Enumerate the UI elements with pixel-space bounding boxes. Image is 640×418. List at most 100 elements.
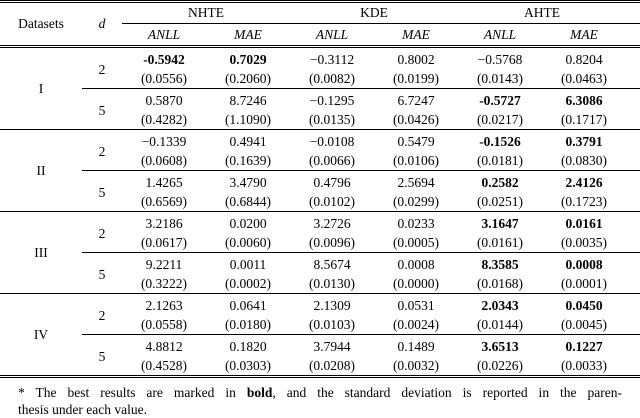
metric-std: (0.0299) xyxy=(392,194,440,209)
footnote-marker: * xyxy=(18,385,25,400)
metric-value: −0.1339 xyxy=(122,129,206,151)
table-row: 5 0.5870 8.7246 −0.1295 6.7247 -0.5727 6… xyxy=(0,88,640,130)
table-row-std: (0.4528) (0.0303) (0.0208) (0.0032) (0.0… xyxy=(0,356,640,377)
col-header-ahte: AHTE xyxy=(458,1,640,24)
footnote-bold-word: bold xyxy=(246,385,273,400)
metric-value: −0.0108 xyxy=(290,129,374,151)
table-footnote: * The best results are marked in bold, a… xyxy=(18,384,622,418)
metric-std: (0.3222) xyxy=(140,276,188,291)
col-header-kde: KDE xyxy=(290,1,458,24)
metric-value: 3.4790 xyxy=(206,170,290,192)
metric-std: (0.0001) xyxy=(560,276,608,291)
metric-std: (0.0251) xyxy=(476,194,524,209)
metric-std: (0.0830) xyxy=(560,153,608,168)
metric-std: (0.0066) xyxy=(308,153,356,168)
metric-value: 0.0531 xyxy=(374,293,458,315)
col-header-anll: ANLL xyxy=(290,23,374,48)
metric-std: (0.0060) xyxy=(224,235,272,250)
metric-std: (0.0103) xyxy=(308,317,356,332)
col-header-datasets: Datasets xyxy=(0,1,82,48)
metric-value: 2.0343 xyxy=(458,293,542,315)
results-table: Datasets d NHTE KDE AHTE ANLL MAE ANLL M… xyxy=(0,0,640,378)
dataset-label: III xyxy=(0,211,82,294)
metric-std: (0.4282) xyxy=(140,112,188,127)
metric-value: 2.1263 xyxy=(122,293,206,315)
metric-std: (0.0463) xyxy=(560,71,608,86)
metric-value: 4.8812 xyxy=(122,334,206,356)
metric-std: (0.0106) xyxy=(392,153,440,168)
table-row: 5 1.4265 3.4790 0.4796 2.5694 0.2582 2.4… xyxy=(0,170,640,212)
table-row-std: (0.0556) (0.2060) (0.0082) (0.0199) (0.0… xyxy=(0,69,640,89)
metric-value: 0.1227 xyxy=(542,334,640,356)
metric-std: (0.0135) xyxy=(308,112,356,127)
table-row: IV 2 2.1263 0.0641 2.1309 0.0531 2.0343 … xyxy=(0,293,640,377)
metric-value: −0.3112 xyxy=(309,52,355,67)
metric-std: (0.0556) xyxy=(140,71,188,86)
metric-std: (0.0426) xyxy=(392,112,440,127)
table-row-std: (0.3222) (0.0002) (0.0130) (0.0000) (0.0… xyxy=(0,274,640,294)
dataset-label: II xyxy=(0,129,82,212)
metric-value: -0.5942 xyxy=(143,52,185,67)
metric-std: (0.0024) xyxy=(392,317,440,332)
header-row-metrics: ANLL MAE ANLL MAE ANLL MAE xyxy=(0,23,640,48)
group-dataset-1: I 2 -0.5942 0.7029 −0.3112 0.8002 −0.576… xyxy=(0,47,640,130)
metric-value: 0.5870 xyxy=(122,88,206,110)
metric-std: (0.1639) xyxy=(224,153,272,168)
metric-std: (0.0033) xyxy=(560,358,608,373)
metric-std: (0.0199) xyxy=(392,71,440,86)
metric-value: -0.1526 xyxy=(458,129,542,151)
metric-value: −0.5768 xyxy=(477,52,523,67)
metric-value: 3.6513 xyxy=(458,334,542,356)
header-row-methods: Datasets d NHTE KDE AHTE xyxy=(0,1,640,48)
metric-value: 0.0450 xyxy=(542,293,640,315)
footnote-line-1: * The best results are marked in bold, a… xyxy=(18,384,622,401)
metric-std: (0.4528) xyxy=(140,358,188,373)
metric-std: (0.0102) xyxy=(308,194,356,209)
metric-value: 1.4265 xyxy=(122,170,206,192)
metric-std: (0.0002) xyxy=(224,276,272,291)
metric-std: (0.0617) xyxy=(140,235,188,250)
metric-std: (0.0208) xyxy=(308,358,356,373)
metric-value: 0.0008 xyxy=(542,252,640,274)
metric-value: 0.2582 xyxy=(458,170,542,192)
metric-value: 9.2211 xyxy=(122,252,206,274)
d-value: 2 xyxy=(82,211,122,253)
metric-value: 0.0008 xyxy=(374,252,458,274)
table-row-std: (0.4282) (1.1090) (0.0135) (0.0426) (0.0… xyxy=(0,110,640,130)
metric-std: (0.0082) xyxy=(308,71,356,86)
metric-std: (0.0000) xyxy=(392,276,440,291)
metric-value: 8.7246 xyxy=(206,88,290,110)
d-value: 2 xyxy=(98,61,106,77)
footnote-text: The best results are marked in xyxy=(35,385,236,400)
table-row: 5 4.8812 0.1820 3.7944 0.1489 3.6513 0.1… xyxy=(0,334,640,377)
metric-value: 8.3585 xyxy=(458,252,542,274)
metric-std: (0.0005) xyxy=(392,235,440,250)
metric-value: 0.1820 xyxy=(206,334,290,356)
d-value: 5 xyxy=(82,170,122,212)
metric-std: (0.0217) xyxy=(476,112,524,127)
metric-value: 0.0233 xyxy=(374,211,458,233)
metric-std: (0.0032) xyxy=(392,358,440,373)
metric-value: 6.7247 xyxy=(374,88,458,110)
table-row-std: (0.6569) (0.6844) (0.0102) (0.0299) (0.0… xyxy=(0,192,640,212)
col-header-mae: MAE xyxy=(374,23,458,48)
metric-value: 0.4941 xyxy=(206,129,290,151)
col-header-anll: ANLL xyxy=(458,23,542,48)
metric-std: (0.0181) xyxy=(476,153,524,168)
col-header-nhte: NHTE xyxy=(122,1,290,24)
footnote-line-2: thesis under each value. xyxy=(18,402,147,417)
metric-value: 0.8002 xyxy=(397,52,435,67)
metric-std: (0.0045) xyxy=(560,317,608,332)
d-value: 5 xyxy=(82,252,122,294)
group-dataset-4: IV 2 2.1263 0.0641 2.1309 0.0531 2.0343 … xyxy=(0,293,640,377)
metric-std: (0.6844) xyxy=(224,194,272,209)
metric-value: 3.1647 xyxy=(458,211,542,233)
table-row: 5 9.2211 0.0011 8.5674 0.0008 8.3585 0.0… xyxy=(0,252,640,294)
metric-std: (0.0144) xyxy=(476,317,524,332)
metric-value: −0.1295 xyxy=(290,88,374,110)
metric-std: (0.0558) xyxy=(140,317,188,332)
d-value: 2 xyxy=(82,129,122,171)
metric-value: 0.1489 xyxy=(374,334,458,356)
metric-std: (0.6569) xyxy=(140,194,188,209)
col-header-mae: MAE xyxy=(542,23,640,48)
